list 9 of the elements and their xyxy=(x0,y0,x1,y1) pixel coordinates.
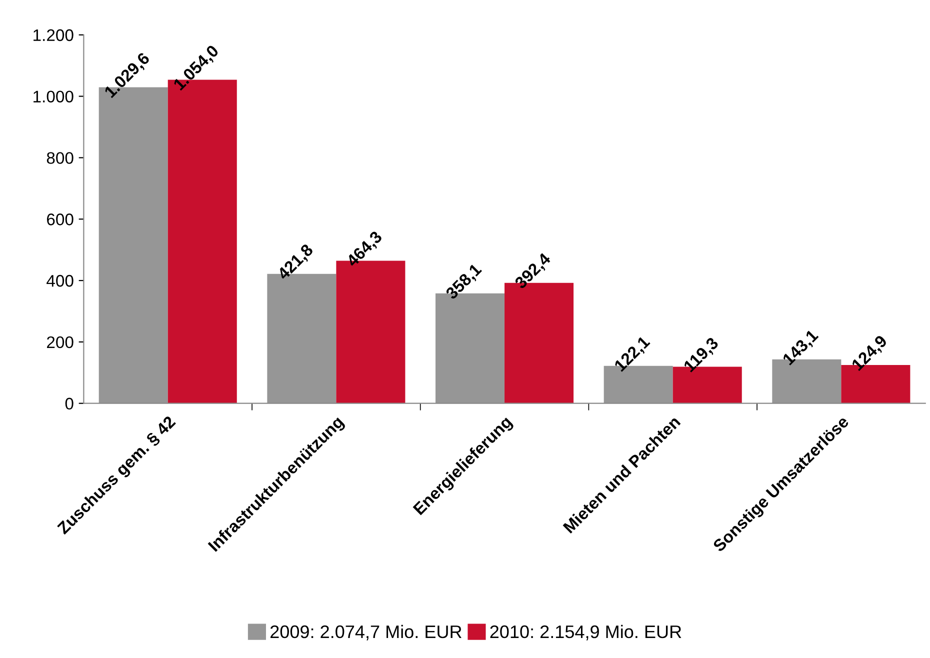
y-tick-label: 400 xyxy=(46,274,74,287)
legend-label: 2009: 2.074,7 Mio. EUR xyxy=(270,624,462,640)
y-tick-label: 800 xyxy=(46,152,74,164)
y-tick-label: 200 xyxy=(47,336,74,348)
y-tick-label: 1.200 xyxy=(34,29,74,42)
y-tick-label: 0 xyxy=(65,398,74,410)
y-tick-label: 600 xyxy=(47,214,74,226)
y-tick-label: 1.000 xyxy=(34,90,74,102)
legend-label: 2010: 2.154,9 Mio. EUR xyxy=(490,624,682,640)
